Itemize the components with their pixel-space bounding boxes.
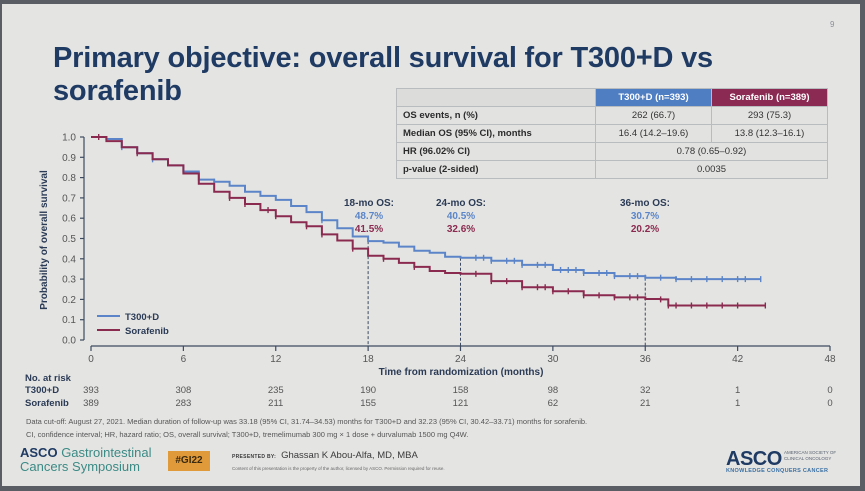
annotation-t300d-value: 48.7% xyxy=(355,211,383,222)
x-tick-label: 6 xyxy=(181,354,187,365)
annotation-sorafenib-value: 20.2% xyxy=(631,224,659,235)
presenter-line: PRESENTED BY: Ghassan K Abou-Alfa, MD, MB… xyxy=(232,450,418,461)
at-risk-value: 158 xyxy=(452,385,469,396)
at-risk-value: 190 xyxy=(360,385,377,396)
at-risk-value: 98 xyxy=(547,385,559,396)
footnote-data-cutoff: Data cut-off: August 27, 2021. Median du… xyxy=(26,417,588,426)
landmark-annotations: 18-mo OS: 48.7% 41.5% 24-mo OS: 40.5% 32.6% 36… xyxy=(344,198,670,235)
at-risk-value: 211 xyxy=(268,398,284,409)
y-tick-label: 0.4 xyxy=(62,254,76,265)
at-risk-value: 393 xyxy=(83,385,99,396)
stats-row: OS events, n (%) 262 (66.7) 293 (75.3) xyxy=(396,106,828,125)
asco-sub2: CLINICAL ONCOLOGY xyxy=(784,456,832,461)
stats-row: Median OS (95% CI), months 16.4 (14.2–19… xyxy=(396,124,828,143)
annotation-title: 36-mo OS: xyxy=(620,198,670,209)
stats-row-label: p-value (2-sided) xyxy=(396,160,596,179)
footnote-abbreviations: CI, confidence interval; HR, hazard rati… xyxy=(26,430,469,439)
x-tick-label: 18 xyxy=(363,354,375,365)
stats-cell-t300d: 262 (66.7) xyxy=(595,106,712,125)
y-tick-label: 0.5 xyxy=(62,234,76,245)
stats-row: HR (96.02% CI) 0.78 (0.65–0.92) xyxy=(396,142,828,161)
x-axis-label: Time from randomization (months) xyxy=(379,367,544,378)
slide xyxy=(2,4,860,486)
at-risk-value: 283 xyxy=(175,398,192,409)
asco-wordmark: ASCO xyxy=(726,448,782,470)
asco-society-name: AMERICAN SOCIETY OF CLINICAL ONCOLOGY xyxy=(784,450,844,462)
curve-sorafenib xyxy=(91,136,766,307)
y-tick-label: 0.0 xyxy=(62,336,76,347)
at-risk-value: 235 xyxy=(267,385,284,396)
symposium-brand: ASCO xyxy=(20,445,58,460)
at-risk-value: 32 xyxy=(639,385,651,396)
stats-row-label: HR (96.02% CI) xyxy=(396,142,596,161)
x-tick-label: 30 xyxy=(547,354,559,365)
x-tick-label: 0 xyxy=(88,354,94,365)
y-tick-label: 0.8 xyxy=(62,173,76,184)
legend-label-sorafenib: Sorafenib xyxy=(125,326,169,337)
survival-curves xyxy=(91,134,767,309)
y-tick-label: 0.6 xyxy=(62,214,76,225)
stats-row: p-value (2-sided) 0.0035 xyxy=(396,160,828,179)
copyright-notice: Content of this presentation is the prop… xyxy=(232,466,445,471)
hashtag-badge: #GI22 xyxy=(168,451,210,471)
asco-tagline: KNOWLEDGE CONQUERS CANCER xyxy=(726,468,829,474)
presented-by-label: PRESENTED BY: xyxy=(232,454,277,460)
slide-title: Primary objective: overall survival for … xyxy=(53,42,713,107)
stats-table: T300+D (n=393) Sorafenib (n=389) OS even… xyxy=(396,88,828,179)
y-tick-label: 0.3 xyxy=(62,275,76,286)
stats-header-blank xyxy=(396,88,596,107)
landmark-guides xyxy=(367,241,646,346)
y-tick-label: 1.0 xyxy=(62,133,76,144)
legend-label-t300d: T300+D xyxy=(125,312,159,323)
chart-legend: T300+D Sorafenib xyxy=(97,312,169,337)
stats-cell-combined: 0.0035 xyxy=(595,160,828,179)
stats-row-label: Median OS (95% CI), months xyxy=(396,124,596,143)
y-tick-label: 0.2 xyxy=(62,295,76,306)
at-risk-value: 62 xyxy=(547,398,559,409)
page-number: 9 xyxy=(830,20,835,29)
y-tick-label: 0.9 xyxy=(62,153,76,164)
at-risk-value: 308 xyxy=(175,385,192,396)
at-risk-value: 21 xyxy=(639,398,651,409)
stats-header-row: T300+D (n=393) Sorafenib (n=389) xyxy=(396,88,828,107)
x-tick-label: 36 xyxy=(640,354,652,365)
at-risk-value: 1 xyxy=(734,398,741,409)
symposium-line1: Gastrointestinal xyxy=(61,445,152,460)
annotation-sorafenib-value: 32.6% xyxy=(447,224,475,235)
y-tick-label: 0.7 xyxy=(62,193,76,204)
x-tick-label: 48 xyxy=(824,354,836,365)
x-tick-label: 42 xyxy=(732,354,744,365)
at-risk-title: No. at risk xyxy=(25,373,71,384)
annotation-sorafenib-value: 41.5% xyxy=(355,224,383,235)
stats-row-label: OS events, n (%) xyxy=(396,106,596,125)
annotation-title: 18-mo OS: xyxy=(344,198,394,209)
at-risk-value: 389 xyxy=(83,398,99,409)
at-risk-value: 0 xyxy=(827,385,833,396)
asco-logo: ASCO AMERICAN SOCIETY OF CLINICAL ONCOLO… xyxy=(726,448,836,474)
stats-cell-t300d: 16.4 (14.2–19.6) xyxy=(595,124,712,143)
at-risk-value: 0 xyxy=(827,398,833,409)
stats-cell-sorafenib: 13.8 (12.3–16.1) xyxy=(711,124,828,143)
asco-sub1: AMERICAN SOCIETY OF xyxy=(784,450,837,455)
y-axis-label: Probability of overall survival xyxy=(39,170,50,310)
annotation-t300d-value: 40.5% xyxy=(447,211,475,222)
at-risk-value: 155 xyxy=(360,398,377,409)
x-tick-label: 12 xyxy=(270,354,282,365)
annotation-t300d-value: 30.7% xyxy=(631,211,659,222)
y-tick-label: 0.1 xyxy=(62,315,76,326)
symposium-line2: Cancers Symposium xyxy=(20,459,140,474)
at-risk-value: 121 xyxy=(452,398,469,409)
at-risk-label-t300d: T300+D xyxy=(25,385,60,396)
chart-axes: 0.0 0.1 0.2 0.3 0.4 0.5 0.6 0.7 0.8 0.9 1.0 0 6 12 18 2… xyxy=(62,133,836,366)
symposium-logo: ASCO Gastrointestinal Cancers Symposium xyxy=(20,446,152,474)
x-tick-label: 24 xyxy=(455,354,467,365)
at-risk-value: 1 xyxy=(734,385,741,396)
stats-cell-combined: 0.78 (0.65–0.92) xyxy=(595,142,828,161)
presenter-name: Ghassan K Abou-Alfa, MD, MBA xyxy=(281,450,418,461)
annotation-title: 24-mo OS: xyxy=(436,198,486,209)
at-risk-label-sorafenib: Sorafenib xyxy=(25,398,69,409)
